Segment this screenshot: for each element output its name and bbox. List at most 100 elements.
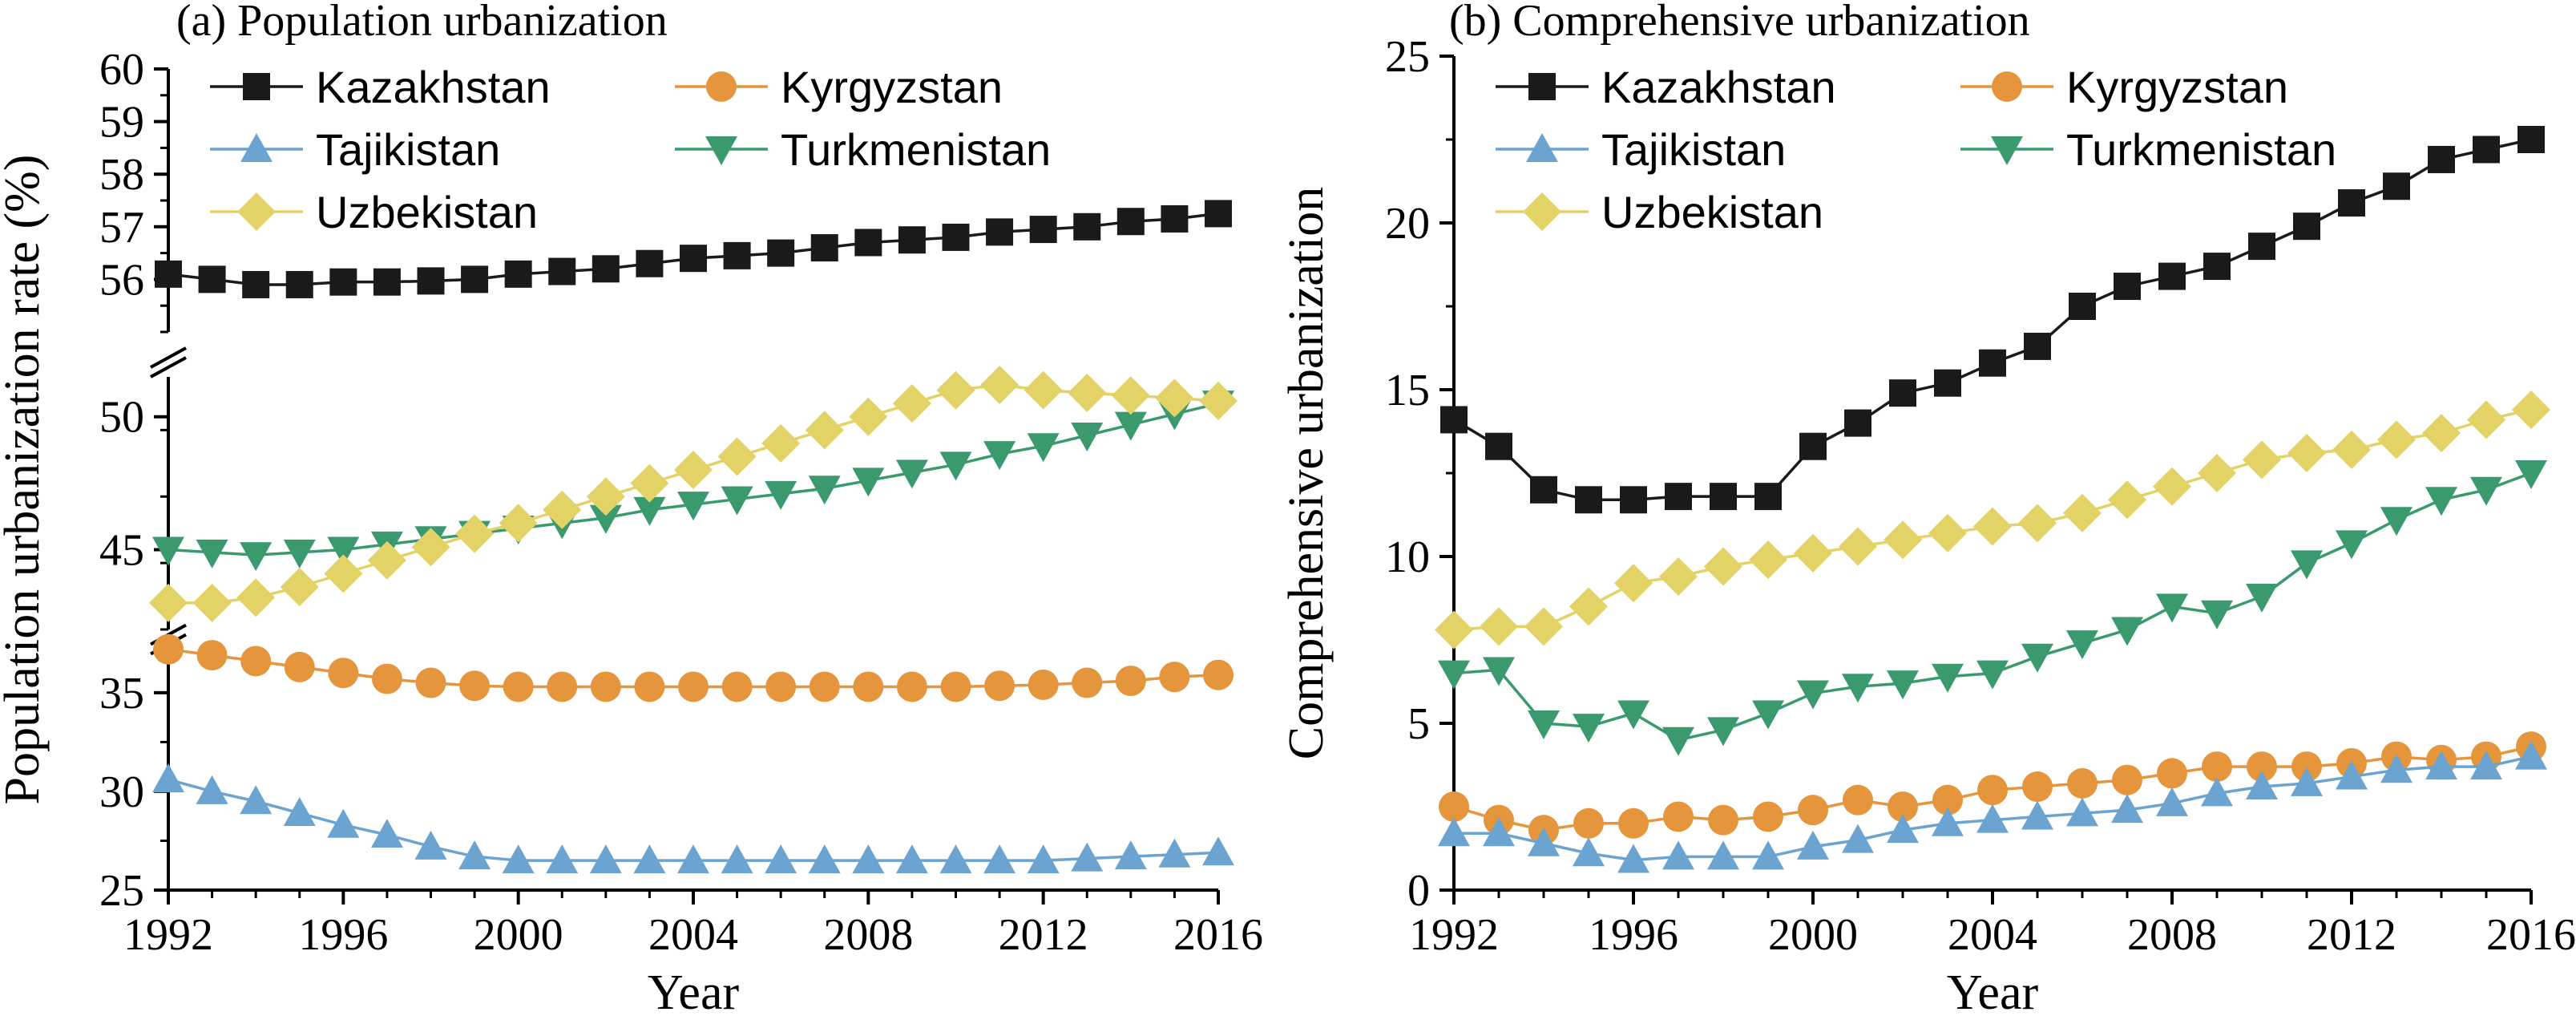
data-point	[809, 671, 840, 702]
data-point	[1889, 379, 1916, 407]
data-point	[1932, 663, 1964, 693]
data-point	[721, 671, 753, 702]
data-point	[2377, 420, 2416, 459]
data-point	[1435, 610, 1473, 650]
data-point	[765, 480, 797, 510]
data-point	[852, 467, 885, 497]
data-point	[152, 763, 184, 793]
series-tajikistan	[152, 763, 1234, 874]
data-point	[2069, 293, 2096, 320]
data-point	[1752, 840, 1784, 870]
data-point	[1614, 564, 1653, 603]
data-point	[674, 451, 713, 490]
data-point	[1111, 376, 1150, 415]
data-point	[1618, 807, 1649, 839]
data-point	[1027, 844, 1060, 874]
legend: Kazakhstan Kyrgyzstan Tajikistan Turkmenist…	[210, 62, 1051, 237]
data-point	[1029, 216, 1057, 244]
y-tick-label: 35	[99, 669, 144, 718]
data-point	[1071, 422, 1104, 451]
y-tick-label: 10	[1385, 532, 1430, 582]
legend-label: Uzbekistan	[1601, 187, 1823, 237]
data-point	[417, 267, 445, 295]
data-point	[1028, 670, 1059, 700]
data-point	[2338, 189, 2365, 217]
data-point	[2332, 430, 2371, 469]
data-point	[499, 504, 538, 543]
data-point	[1115, 666, 1146, 697]
data-point	[636, 249, 664, 277]
data-point	[1573, 714, 1605, 743]
data-point	[810, 234, 838, 262]
data-point	[630, 463, 669, 503]
data-point	[1839, 527, 1877, 566]
data-point	[1843, 784, 1873, 816]
data-point	[1932, 807, 1964, 836]
legend-marker	[237, 192, 276, 231]
data-point	[853, 671, 884, 702]
data-point	[808, 844, 841, 874]
axis-break-mark	[150, 356, 187, 378]
chart-title: (a) Population urbanization	[176, 0, 668, 46]
data-point	[765, 844, 797, 874]
x-axis-title: Year	[648, 965, 740, 1020]
data-point	[2428, 145, 2455, 173]
data-point	[1569, 587, 1608, 626]
data-point	[1794, 533, 1832, 573]
data-point	[283, 797, 316, 826]
data-point	[1202, 836, 1234, 866]
chart-title: (b) Comprehensive urbanization	[1449, 0, 2030, 46]
data-point	[1753, 801, 1783, 832]
legend-marker	[1523, 192, 1561, 231]
x-tick-label: 2012	[2307, 910, 2396, 960]
data-point	[677, 492, 709, 521]
data-point	[2018, 504, 2057, 543]
data-point	[548, 257, 576, 285]
data-point	[898, 226, 926, 254]
y-tick-label: 60	[99, 45, 144, 95]
data-point	[196, 640, 228, 671]
data-point	[2336, 760, 2368, 790]
data-point	[761, 423, 801, 463]
data-point	[680, 245, 707, 273]
legend-label: Tajikistan	[316, 124, 500, 175]
data-point	[849, 397, 888, 436]
y-axis-title: Population urbanization rate (%)	[0, 155, 50, 805]
data-point	[1934, 369, 1961, 397]
x-tick-label: 2004	[648, 910, 738, 960]
legend-label: Kazakhstan	[316, 62, 551, 112]
data-point	[2291, 751, 2322, 783]
data-point	[284, 651, 315, 682]
data-point	[633, 844, 666, 874]
data-point	[2380, 507, 2412, 536]
data-point	[723, 241, 751, 269]
y-tick-label: 59	[99, 98, 144, 148]
legend-label: Kyrgyzstan	[2066, 62, 2288, 112]
data-point	[152, 536, 184, 566]
legend-marker	[1526, 133, 1558, 162]
data-point	[1620, 486, 1647, 514]
data-point	[1528, 827, 1560, 856]
data-point	[1977, 775, 2008, 806]
data-point	[2201, 777, 2233, 807]
data-point	[896, 671, 927, 702]
data-point	[2021, 643, 2053, 673]
series-turkmenistan	[1438, 460, 2547, 756]
data-point	[852, 844, 885, 874]
data-point	[240, 785, 273, 815]
data-point	[2425, 487, 2457, 516]
x-tick-label: 2012	[999, 910, 1088, 960]
data-point	[1707, 840, 1739, 870]
y-tick-label: 57	[99, 203, 144, 253]
data-point	[2021, 800, 2053, 830]
data-point	[589, 504, 622, 534]
data-point	[721, 844, 753, 874]
data-point	[1573, 837, 1605, 867]
data-point	[2425, 751, 2457, 780]
data-point	[1530, 476, 1557, 504]
x-tick-label: 2000	[1768, 910, 1858, 960]
y-tick-label: 15	[1385, 366, 1430, 415]
data-point	[2024, 332, 2051, 360]
data-point	[1887, 814, 1919, 844]
data-point	[980, 365, 1019, 404]
